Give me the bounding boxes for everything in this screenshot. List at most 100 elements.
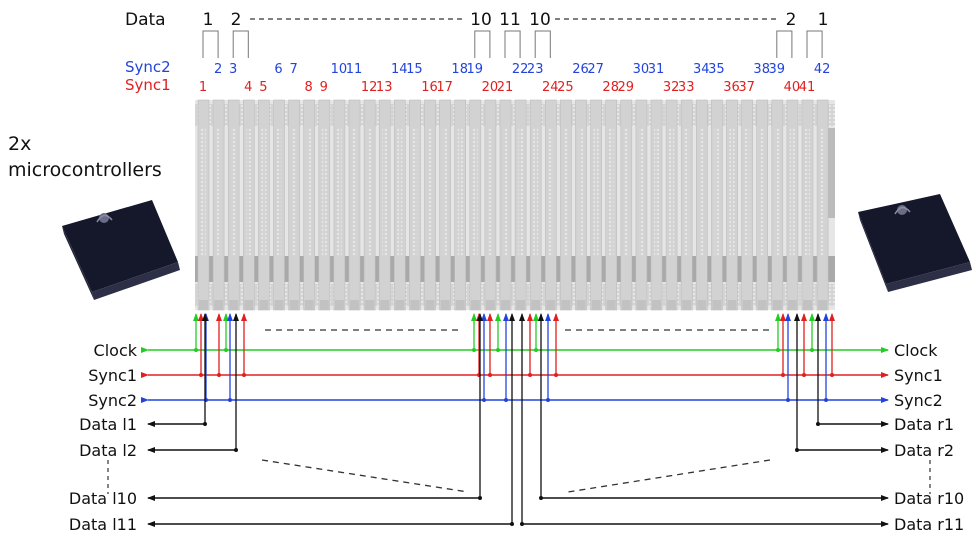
sync2-number: 6 [274,62,282,77]
data-index: 10 [529,10,551,30]
sensor-pin [727,300,737,310]
sensor-column-dots [729,128,735,256]
sensor-column-dots [820,128,826,256]
data-bracket [806,30,823,58]
clock-drop-junction [472,348,476,352]
data-bracket [232,30,249,58]
sensor-pin [546,300,556,310]
sensor-pin [652,300,661,310]
sensor-pin [501,300,510,310]
right-signal-label: Sync2 [894,391,943,410]
sensor-pin [516,300,526,310]
sync1-number: 21 [497,80,514,95]
sync2-drop-junction [824,398,828,402]
clock-drop-arrow [471,313,477,321]
sync1-number: 32 [663,80,680,95]
sensor-pin [697,300,707,310]
sync2-number: 30 [633,62,650,77]
data-drop-junction [816,422,820,426]
data-drop-arrow [815,313,821,321]
sensor-column-dots [533,128,539,256]
sync1-number: 17 [436,80,453,95]
sync2-drop-junction [482,398,486,402]
sensor-column-dots [744,128,750,256]
sync2-drop-junction [504,398,508,402]
data-drop-arrow [509,313,515,321]
right-signal-label: Data r2 [894,441,954,460]
data-drop-arrow [233,313,239,321]
sensor-pin [259,300,269,310]
pin-drop-wires [193,313,835,526]
sensor-column-dots [261,128,267,256]
data-bracket [534,30,551,58]
data-drop-junction [478,496,482,500]
sync2-number: 23 [527,62,544,77]
data-bracket [776,30,793,58]
microcontroller-chip-right-icon [858,194,972,292]
sync1-number: 13 [376,80,393,95]
sync1-drop-arrow [241,313,247,321]
sync1-drop-arrow [801,313,807,321]
sensor-column-dots [774,128,780,256]
sensor-pin [818,300,828,310]
sensor-pin [289,300,299,310]
sensor-pin [244,300,254,310]
clock-drop-arrow [495,313,501,321]
sync2-number: 31 [648,62,665,77]
data-index: 2 [786,10,797,30]
sync1-drop-junction [217,373,221,377]
sync2-number: 2 [214,62,222,77]
data-drop-junction [539,496,543,500]
sensor-pin [606,300,616,310]
sync1-drop-junction [554,373,558,377]
sync1-number: 29 [618,80,635,95]
sensor-column-dots [201,128,206,256]
sensor-column-dots [518,128,524,256]
sync1-number: 25 [557,80,574,95]
sync1-drop-junction [830,373,834,377]
sensor-column-dots [669,128,675,256]
sync1-drop-junction [242,373,246,377]
sync1-number: 12 [361,80,378,95]
right-signal-label: Clock [894,341,938,360]
right-signal-label: Data r1 [894,415,954,434]
sync2-number: 34 [693,62,710,77]
sensor-pin [440,300,450,310]
sensor-pin [274,300,284,310]
right-signal-label: Sync1 [894,366,943,385]
sensor-column-dots [487,128,493,256]
sensor-pin [667,300,677,310]
sync2-number: 22 [512,62,529,77]
clock-drop-arrow [809,313,815,321]
left-signal-label: Data l1 [79,415,137,434]
sensor-pin [682,300,692,310]
sync2-drop-arrow [785,313,791,321]
sensor-column-dots [714,128,720,256]
left-signal-labels: Clock Sync1 Sync2 Data l1 Data l2 Data l10 Dat… [69,341,138,534]
sensor-column-dots [291,128,297,256]
data-index-group: 1 2 10 11 10 2 1 [203,10,829,30]
sensor-board [195,99,835,311]
sensor-column-dots [684,128,690,256]
right-signal-labels: Clock Sync1 Sync2 Data r1 Data r2 Data r10 Dat… [894,341,964,534]
sensor-pin [395,300,405,310]
sensor-pin [410,300,420,310]
microcontroller-chip-left-icon [62,200,180,300]
sensor-pin [787,300,797,310]
sync1-drop-arrow [216,313,222,321]
data-drop-arrow [538,313,544,321]
sync2-drop-junction [786,398,790,402]
data-index: 10 [470,10,492,30]
data-drop-junction [234,448,238,452]
sensor-pin [365,300,375,310]
sensor-column-dots [759,128,765,256]
sync1-drop-junction [488,373,492,377]
left-signal-label: Sync1 [88,366,137,385]
sensor-column-dots [457,128,463,256]
clock-drop-arrow [193,313,199,321]
data-gap-diagonal-right [567,459,771,493]
sensor-pin [380,300,390,310]
sync1-drop-junction [199,373,203,377]
clock-drop-arrow [223,313,229,321]
left-signal-label: Data l10 [69,489,137,508]
